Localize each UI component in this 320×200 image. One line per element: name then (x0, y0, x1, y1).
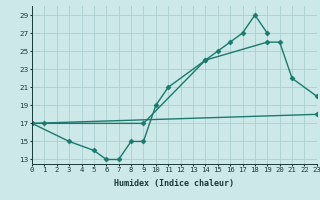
X-axis label: Humidex (Indice chaleur): Humidex (Indice chaleur) (115, 179, 234, 188)
